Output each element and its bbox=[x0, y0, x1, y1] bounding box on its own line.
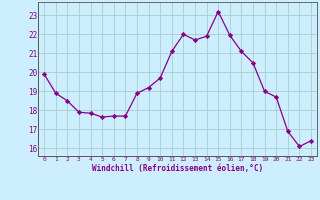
X-axis label: Windchill (Refroidissement éolien,°C): Windchill (Refroidissement éolien,°C) bbox=[92, 164, 263, 172]
